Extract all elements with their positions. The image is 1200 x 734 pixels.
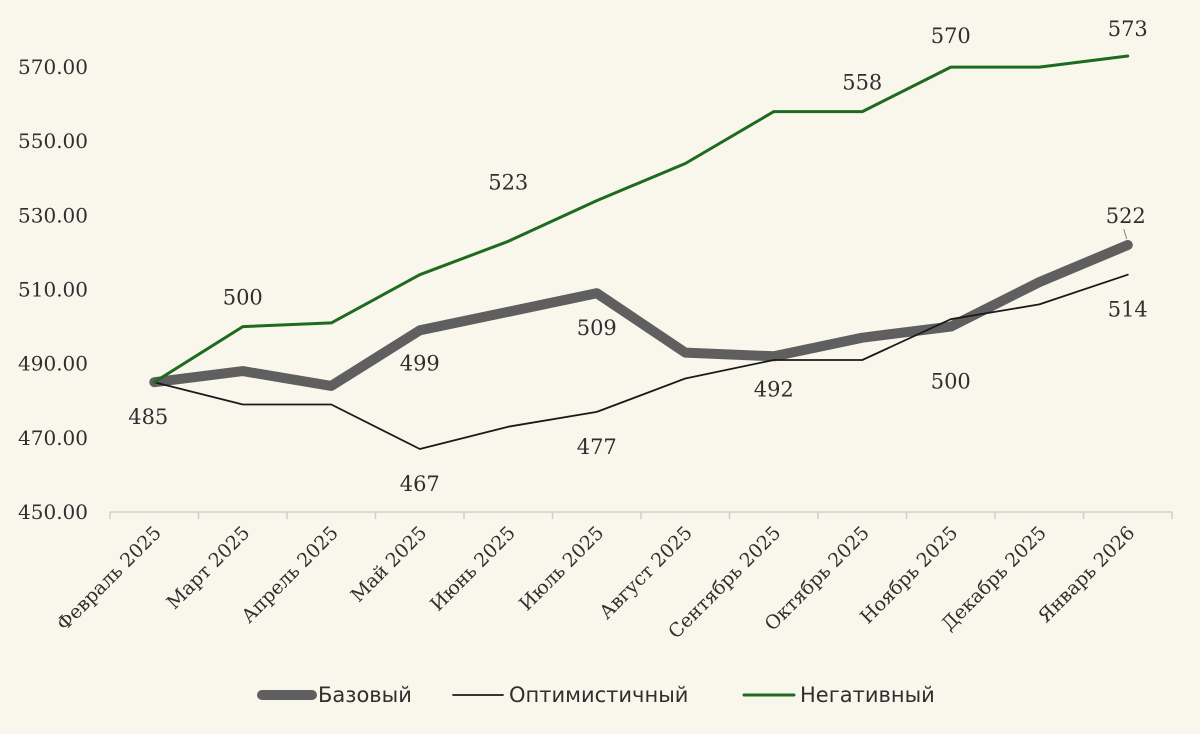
- data-label: 477: [577, 435, 617, 459]
- series-line-0: [149, 240, 1133, 391]
- legend: Базовый Оптимистичный Негативный: [257, 683, 935, 707]
- data-label: 467: [400, 472, 440, 496]
- x-tick-label: Февраль 2025: [53, 522, 166, 635]
- series-line-2: [152, 54, 1130, 384]
- legend-label: Оптимистичный: [509, 683, 688, 707]
- data-label: 523: [488, 170, 528, 194]
- data-label: 558: [842, 71, 882, 95]
- data-label: 500: [931, 370, 971, 394]
- series-line-1: [153, 273, 1129, 450]
- x-tick-label: Март 2025: [162, 522, 254, 614]
- y-tick-label: 550.00: [18, 129, 88, 153]
- y-tick-label: 510.00: [18, 278, 88, 302]
- y-tick-label: 570.00: [18, 55, 88, 79]
- y-tick-label: 530.00: [18, 203, 88, 227]
- x-tick-label: Август 2025: [595, 522, 697, 624]
- data-label: 573: [1108, 17, 1148, 41]
- data-label: 522: [1106, 204, 1146, 228]
- data-label: 570: [931, 24, 971, 48]
- data-label: 514: [1108, 298, 1148, 322]
- axes: 450.00 470.00 490.00 510.00 530.00 550.00 570.…: [18, 55, 1173, 643]
- legend-label: Базовый: [318, 683, 412, 707]
- data-label: 485: [128, 405, 168, 429]
- y-tick-label: 470.00: [18, 426, 88, 450]
- data-label: 499: [400, 351, 440, 375]
- data-label: 500: [223, 286, 263, 310]
- y-tick-label: 490.00: [18, 352, 88, 376]
- data-labels: 499 509 492 500 522 485 467 477 514 500 523 558 570 5…: [128, 17, 1148, 496]
- data-label: 509: [577, 316, 617, 340]
- label-leader-line: [1123, 228, 1128, 240]
- x-tick-label: Июль 2025: [515, 522, 608, 615]
- x-tick-label: Июнь 2025: [426, 522, 520, 616]
- series-lines: [149, 54, 1133, 450]
- legend-label: Негативный: [800, 683, 935, 707]
- x-tick-label: Май 2025: [347, 522, 432, 607]
- data-label: 492: [754, 377, 794, 401]
- y-tick-label: 450.00: [18, 500, 88, 524]
